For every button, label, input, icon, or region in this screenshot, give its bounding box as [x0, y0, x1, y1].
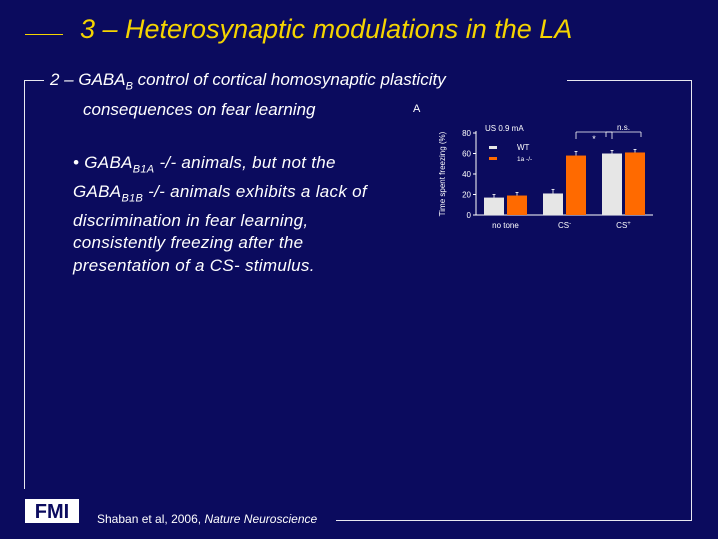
frame-line-left [24, 80, 25, 489]
y-axis-label: Time spent freezing (%) [438, 131, 447, 216]
frame-line-bottom [336, 520, 692, 521]
x-tick-label: no tone [492, 221, 519, 230]
legend-swatch [489, 146, 497, 149]
frame-line-top-right [567, 80, 692, 81]
slide-title: 3 – Heterosynaptic modulations in the LA [80, 14, 573, 44]
bar-1a-2 [625, 152, 645, 215]
logo-text: FMI [35, 501, 69, 523]
subtitle-subscript: B [125, 80, 133, 93]
section-subtitle: 2 – GABAB control of cortical homosynapt… [50, 68, 446, 122]
bar-1a-0 [507, 195, 527, 215]
bar-WT-2 [602, 153, 622, 215]
ns-annotation: n.s. [617, 123, 630, 132]
legend-swatch [489, 157, 497, 160]
citation: Shaban et al, 2006, Nature Neuroscience [97, 512, 317, 526]
bullet-point: • GABAB1A -/- animals, but not the GABAB… [73, 152, 403, 277]
bullet-subscript-2: B1B [121, 192, 144, 205]
bar-WT-1 [543, 193, 563, 215]
subtitle-prefix: 2 – GABA [50, 70, 126, 89]
bullet-text-3: -/- animals exhibits a lack of discrimin… [73, 181, 367, 275]
subtitle-suffix: control of cortical homosynaptic plastic… [132, 70, 446, 89]
y-tick-label: 60 [462, 150, 471, 159]
legend-label: WT [517, 143, 530, 152]
bar-1a-1 [566, 155, 586, 215]
title-rule [25, 34, 63, 35]
x-tick-label: CS- [558, 221, 571, 230]
citation-year: 2006, [171, 512, 205, 526]
bullet-subscript-1: B1A [132, 163, 155, 176]
fmi-logo-icon: FMI [25, 499, 79, 523]
x-tick-label: CS+ [616, 221, 631, 230]
subtitle-line2: consequences on fear learning [83, 100, 316, 120]
legend-label: 1a -/- [517, 156, 532, 163]
panel-label: A [413, 103, 421, 115]
y-tick-label: 20 [462, 191, 471, 200]
y-tick-label: 40 [462, 170, 471, 179]
bullet-text-2: -/- animals, but not the GABA [73, 153, 336, 201]
bullet-text-1: GABA [84, 153, 133, 172]
bar-WT-0 [484, 197, 504, 215]
freezing-bar-chart: A Time spent freezing (%) 0 20 40 60 80 US 0.9 … [413, 103, 653, 230]
bullet-marker: • [73, 153, 85, 172]
citation-authors: Shaban et al, [97, 512, 172, 526]
y-tick-label: 80 [462, 129, 471, 138]
frame-line-right [691, 80, 692, 521]
condition-label: US 0.9 mA [485, 124, 524, 133]
significance-star: * [592, 134, 596, 144]
frame-line-top-left [24, 80, 44, 81]
citation-journal: Nature Neuroscience [204, 512, 318, 526]
y-tick-label: 0 [467, 211, 472, 220]
